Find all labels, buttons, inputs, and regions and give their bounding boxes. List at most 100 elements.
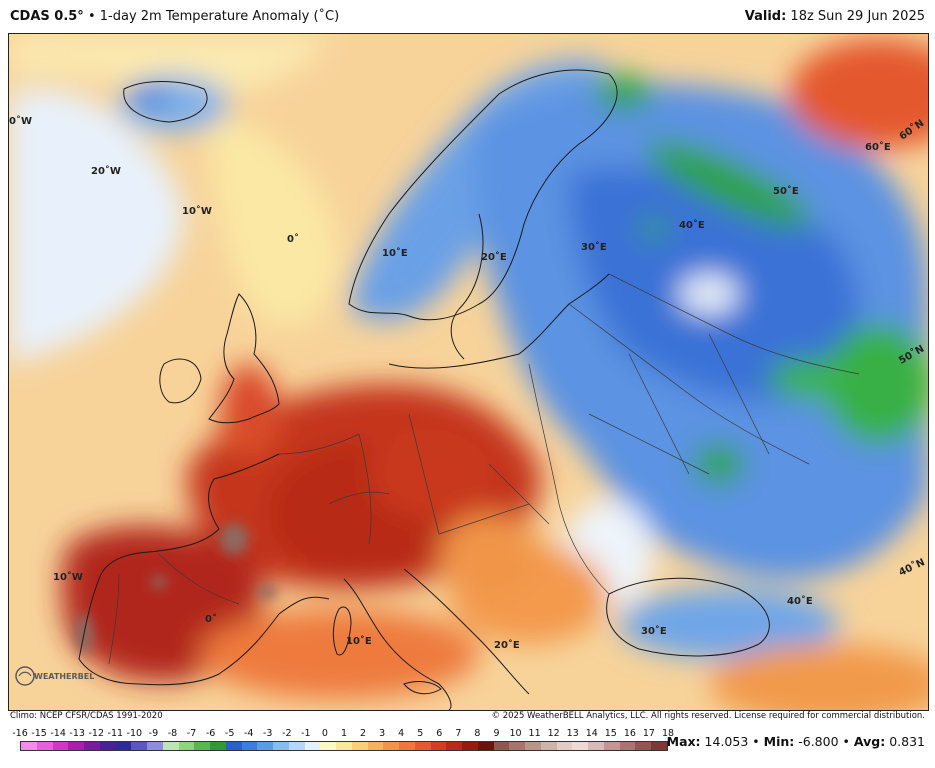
colorbar-tick-label: -7 [186,728,197,739]
coastlines [78,69,770,710]
graticule-label: 30˚E [581,241,607,253]
colorbar-tick-label: 0 [321,728,328,739]
colorbar-tick-label: -5 [224,728,235,739]
colorbar-tick-label: 2 [360,728,367,739]
title-separator: • [87,9,96,24]
colorbar-tick-label: -10 [126,728,143,739]
avg-label: Avg: [853,734,886,749]
graticule-label: 10˚W [53,571,83,583]
colorbar-tick-label: 3 [379,728,386,739]
colorbar-tick-label: 14 [585,728,598,739]
colorbar-tick-label: 9 [493,728,500,739]
colorbar-swatch [162,742,179,750]
colorbar-swatch [131,742,147,750]
colorbar-swatch [572,742,588,750]
avg-value: 0.831 [889,734,925,749]
graticule-label: 60˚E [865,141,891,153]
colorbar-tick-label: -11 [107,728,124,739]
colorbar-swatch [273,742,289,750]
colorbar-tick-label: 18 [661,728,675,739]
product-name: 1-day 2m Temperature Anomaly (˚C) [99,9,340,24]
logo-text: WEATHERBELL [34,672,94,681]
colorbar-swatch [430,742,447,750]
colorbar-swatch [651,742,667,750]
colorbar-swatch [525,742,541,750]
colorbar-swatch [493,742,510,750]
colorbar-swatch [556,742,573,750]
colorbar-swatch [288,742,305,750]
colorbar-tick-label: 11 [528,728,541,739]
max-label: Max: [666,734,701,749]
copyright-note: © 2025 WeatherBELL Analytics, LLC. All r… [491,711,925,721]
colorbar-tick-labels: -16 -15 -14 -13 -12 -11 -10 -9 -8 -7 -6 -5 -4 -3 -2 -1 0… [12,728,674,740]
weatherbell-logo: WEATHERBELL [14,664,99,688]
min-value: -6.800 [798,734,839,749]
colorbar-swatch [619,742,636,750]
graticule-label: 20˚E [481,251,507,263]
colorbar-tick-label: -2 [282,728,292,739]
colorbar-tick-label: 1 [340,728,348,739]
colorbar-tick-label: 4 [398,728,405,739]
colorbar-tick-label: -12 [88,728,104,739]
colorbar-swatch [257,742,273,750]
colorbar-tick-label: 6 [436,728,443,739]
header: CDAS 0.5° • 1-day 2m Temperature Anomaly… [0,0,935,33]
colorbar-swatch [52,742,69,750]
colorbar-swatch [147,742,163,750]
colorbar-swatch [36,742,53,750]
anomaly-map: 0˚W 20˚W 10˚W 0˚ 10˚E 20˚E 30˚E 40˚E 50˚… [8,33,929,711]
colorbar-swatch [68,742,84,750]
valid-value: 18z Sun 29 Jun 2025 [790,9,925,24]
colorbar-swatches [20,741,668,751]
colorbar-swatch [367,742,384,750]
colorbar-swatch [115,742,132,750]
colorbar-tick-label: 5 [417,728,424,739]
colorbar-swatch [178,742,195,750]
colorbar-swatch [603,742,620,750]
colorbar-tick-label: 8 [474,728,481,739]
colorbar-swatch [99,742,116,750]
colorbar-tick-label: 12 [547,728,560,739]
graticule-label: 20˚E [494,639,520,651]
valid-time: Valid: 18z Sun 29 Jun 2025 [745,9,925,24]
colorbar-tick-label: -16 [12,728,28,739]
colorbar-swatch [210,742,226,750]
colorbar-tick-label: -15 [31,728,47,739]
colorbar-swatch [21,742,37,750]
colorbar-tick-label: 7 [455,728,462,739]
colorbar-swatch [588,742,604,750]
chart-title: CDAS 0.5° • 1-day 2m Temperature Anomaly… [10,9,339,24]
colorbar-tick-label: -14 [50,728,66,739]
colorbar-swatch [540,742,557,750]
colorbar-tick-label: 13 [566,728,579,739]
colorbar-swatch [194,742,210,750]
colorbar-swatch [446,742,462,750]
colorbar-swatch [84,742,100,750]
colorbar-swatch [399,742,415,750]
colorbar-tick-label: 10 [509,728,522,739]
colorbar-swatch [336,742,352,750]
colorbar-swatch [241,742,258,750]
colorbar-swatch [320,742,336,750]
graticule-label: 20˚W [91,165,121,177]
colorbar-swatch [383,742,399,750]
colorbar-tick-label: -4 [243,728,254,739]
stats-separator: • [842,734,850,749]
colorbar-tick-label: -3 [263,728,273,739]
anomaly-field [9,34,928,710]
graticule-label: 40˚E [679,219,705,231]
colorbar-swatch [414,742,431,750]
colorbar-tick-label: -6 [205,728,216,739]
colorbar-swatch [462,742,478,750]
graticule-label: 0˚ [205,613,217,625]
graticule-label: 0˚W [9,115,32,127]
model-name: CDAS 0.5° [10,9,84,24]
map-svg: 0˚W 20˚W 10˚W 0˚ 10˚E 20˚E 30˚E 40˚E 50˚… [9,34,928,710]
colorbar-swatch [304,742,321,750]
colorbar-swatch [635,742,651,750]
graticule-label: 10˚W [182,205,212,217]
colorbar-tick-label: 15 [604,728,617,739]
graticule-label: 0˚ [287,233,299,245]
colorbar-swatch [477,742,494,750]
colorbar-swatch [509,742,525,750]
